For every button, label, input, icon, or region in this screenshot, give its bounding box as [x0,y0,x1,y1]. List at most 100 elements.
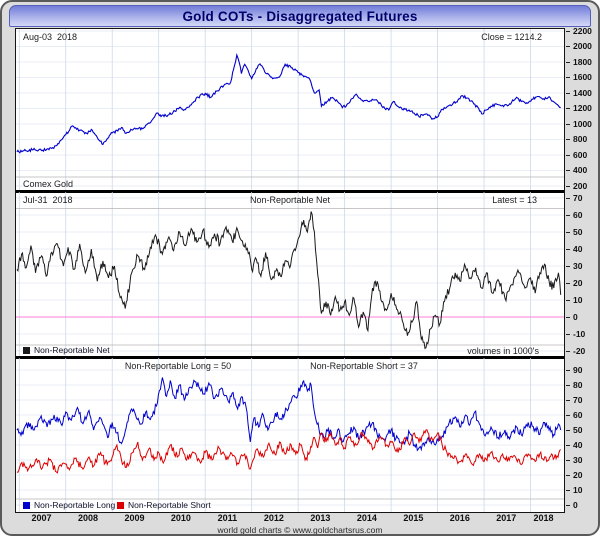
tick-mark [566,282,570,284]
tick-mark [566,414,570,416]
tick-mark [566,170,570,171]
tick-mark [566,265,570,267]
x-tick-label: 2010 [170,513,191,523]
long-legend: Non-Reportable Long [23,501,115,510]
tick-mark [566,459,570,461]
net-legend: Non-Reportable Net [23,346,110,355]
x-tick-label: 2018 [533,513,554,523]
x-tick-label: 2017 [496,513,517,523]
tick-mark [566,92,570,94]
tick-mark [566,197,570,199]
long-legend-label: Non-Reportable Long [34,500,116,510]
tick-mark [566,108,570,109]
x-axis: 2007 2008 2009 2010 2011 2012 2013 2014 2015 2016… [2,513,598,525]
y-tick-label: 400 [566,166,587,175]
tick-mark [566,154,570,156]
y-tick-label: 20 [566,278,582,288]
y-tick-label: 10 [566,485,582,495]
y-tick-label: 30 [566,455,582,465]
y-tick-label: 1400 [566,88,592,98]
panel-separator [16,190,564,193]
y-tick-label: 50 [566,227,582,237]
y-tick-label: 200 [566,181,587,191]
title-bar: Gold COTs - Disaggregated Futures [9,5,591,27]
price-symbol-label: Comex Gold [23,179,74,189]
net-panel [16,192,564,358]
panel-separator [16,356,564,359]
positions-panel [16,358,564,512]
net-legend-swatch-icon [23,347,30,354]
y-tick-label: 600 [566,150,587,160]
x-tick-label: 2012 [263,513,284,523]
long-value-label: Non-Reportable Long = 50 [124,361,232,371]
y-tick-label: 90 [566,365,582,375]
y-tick-label: 50 [566,425,582,435]
tick-mark [566,139,570,140]
x-tick-label: 2011 [217,513,238,523]
page-title: Gold COTs - Disaggregated Futures [182,8,418,24]
tick-mark [566,384,570,386]
y-tick-label: 1200 [566,104,592,113]
tick-mark [566,77,570,78]
short-legend: Non-Reportable Short [117,501,211,510]
series-line [16,377,562,452]
tick-mark [566,214,570,216]
tick-mark [566,444,570,446]
price-panel [16,29,564,192]
tick-mark [566,474,570,476]
y-tick-label: 1000 [566,119,592,129]
long-legend-swatch-icon [23,502,30,509]
x-tick-label: 2009 [124,513,145,523]
y-tick-label: 60 [566,210,582,220]
y-tick-label: 70 [566,395,582,405]
tick-mark [566,333,570,335]
series-line [16,52,561,154]
tick-mark [566,61,570,63]
net-panel-title: Non-Reportable Net [249,195,331,205]
net-latest-label: Latest = 13 [492,195,537,205]
y-tick-label: 0 [566,312,578,322]
tick-mark [566,46,570,47]
y-tick-label: 40 [566,244,582,254]
tick-mark [566,123,570,125]
x-tick-label: 2016 [449,513,470,523]
y-tick-label: 2000 [566,42,592,51]
y-tick-label: 60 [566,410,582,420]
y-axis: 2200 2000 1800 1600 1400 1200 1000 800 600 400 200… [566,2,598,534]
short-legend-swatch-icon [117,502,124,509]
price-close-label: Close = 1214.2 [481,32,542,42]
tick-mark [566,504,570,506]
x-tick-label: 2013 [310,513,331,523]
tick-mark [566,248,570,250]
y-tick-label: 20 [566,470,582,480]
y-tick-label: 0 [566,500,578,510]
y-tick-label: 800 [566,135,587,144]
tick-mark [566,369,570,371]
x-tick-label: 2008 [77,513,98,523]
tick-mark [566,231,570,233]
y-tick-label: 80 [566,380,582,390]
y-tick-label: -20 [566,346,585,356]
y-tick-label: 1800 [566,57,592,67]
x-tick-label: 2015 [403,513,424,523]
short-legend-label: Non-Reportable Short [128,500,211,510]
price-date-label: Aug-03 2018 [23,32,78,42]
tick-mark [566,30,570,32]
series-line [16,429,562,474]
net-date-label: Jul-31 2018 [23,195,73,205]
y-tick-label: 40 [566,440,582,450]
y-tick-label: 1600 [566,73,592,82]
volumes-units-label: volumes in 1000's [467,346,539,356]
tick-mark [566,399,570,401]
tick-mark [566,299,570,301]
y-tick-label: 2200 [566,26,592,36]
footer-credit: world gold charts © www.goldchartsrus.co… [217,524,383,535]
short-value-label: Non-Reportable Short = 37 [310,361,418,371]
net-legend-label: Non-Reportable Net [34,345,110,355]
x-tick-label: 2007 [31,513,52,523]
y-tick-label: 10 [566,295,582,305]
y-tick-label: 70 [566,193,582,203]
series-line [16,211,562,350]
tick-mark [566,489,570,491]
